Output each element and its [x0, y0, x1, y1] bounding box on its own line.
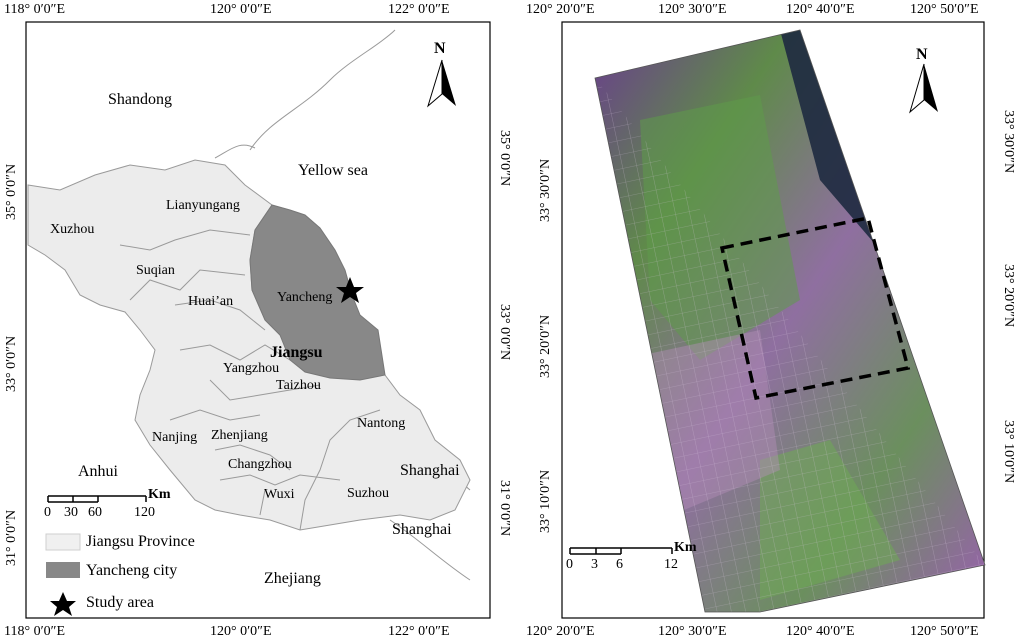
label-huaian: Huai’an [188, 294, 234, 309]
coastline [214, 29, 471, 581]
scale-tick-left-0: 0 [44, 505, 51, 520]
north-arrow-icon-right [909, 63, 938, 114]
label-suqian: Suqian [136, 263, 175, 278]
right-top-tick-4: 120° 50′0″E [910, 2, 979, 17]
label-changzhou: Changzhou [228, 457, 292, 472]
right-bottom-tick-3: 120° 40′0″E [786, 624, 855, 639]
right-right-tick-3: 33° 10′0″N [1001, 420, 1016, 484]
left-bottom-tick-2: 120° 0′0″E [210, 624, 272, 639]
scale-tick-right-12: 12 [664, 557, 678, 572]
right-top-tick-2: 120° 30′0″E [658, 2, 727, 17]
scale-unit-right: Km [674, 540, 697, 555]
left-top-tick-3: 122° 0′0″E [388, 2, 450, 17]
left-bottom-tick-3: 122° 0′0″E [388, 624, 450, 639]
right-right-tick-2: 33° 20′0″N [1001, 264, 1016, 328]
label-jiangsu: Jiangsu [270, 344, 323, 361]
north-arrow-icon-left [427, 59, 456, 108]
right-top-tick-1: 120° 20′0″E [526, 2, 595, 17]
legend-star-icon [50, 592, 76, 616]
label-zhenjiang: Zhenjiang [211, 428, 268, 443]
right-top-tick-3: 120° 40′0″E [786, 2, 855, 17]
left-left-tick-2: 33° 0′0″N [4, 335, 19, 392]
right-left-tick-2: 33° 20′0″N [538, 314, 553, 378]
scale-tick-left-60: 60 [88, 505, 102, 520]
left-left-tick-1: 35° 0′0″N [4, 163, 19, 220]
label-yangzhou: Yangzhou [223, 361, 280, 376]
legend-label-study-area: Study area [86, 594, 154, 611]
satellite-image [595, 30, 985, 612]
left-right-tick-3: 31° 0′0″N [497, 480, 512, 537]
north-label-right: N [916, 46, 928, 63]
right-bottom-tick-4: 120° 50′0″E [910, 624, 979, 639]
label-nantong: Nantong [357, 416, 406, 431]
scale-tick-left-30: 30 [64, 505, 78, 520]
scale-bar-left [47, 495, 147, 503]
right-left-tick-3: 33° 10′0″N [538, 469, 553, 533]
label-lianyungang: Lianyungang [166, 198, 240, 213]
label-zhejiang: Zhejiang [264, 570, 321, 587]
label-shanghai-2: Shanghai [392, 521, 452, 538]
left-right-tick-2: 33° 0′0″N [497, 304, 512, 361]
study-area-outline [719, 215, 911, 401]
right-right-tick-1: 33° 30′0″N [1001, 110, 1016, 174]
scale-tick-left-120: 120 [134, 505, 155, 520]
label-wuxi: Wuxi [264, 487, 295, 502]
north-label-left: N [434, 40, 446, 57]
left-top-tick-1: 118° 0′0″E [4, 2, 66, 17]
scale-tick-right-3: 3 [591, 557, 598, 572]
jiangsu-province-area [27, 159, 471, 531]
scale-bar-right [569, 547, 673, 555]
right-bottom-tick-2: 120° 30′0″E [658, 624, 727, 639]
label-shandong: Shandong [108, 91, 172, 108]
legend-label-yancheng: Yancheng city [86, 562, 178, 579]
label-shanghai-1: Shanghai [400, 462, 460, 479]
label-suzhou: Suzhou [347, 486, 389, 501]
right-left-tick-1: 33° 30′0″N [538, 158, 553, 222]
right-bottom-tick-1: 120° 20′0″E [526, 624, 595, 639]
label-taizhou: Taizhou [276, 378, 321, 393]
city-boundaries [119, 229, 381, 531]
yancheng-city-area [249, 204, 386, 381]
scale-tick-right-6: 6 [616, 557, 623, 572]
label-anhui: Anhui [78, 463, 118, 480]
left-right-tick-1: 35° 0′0″N [497, 130, 512, 187]
label-xuzhou: Xuzhou [50, 222, 95, 237]
study-area-star-icon [336, 277, 364, 303]
left-top-tick-2: 120° 0′0″E [210, 2, 272, 17]
legend-label-jiangsu: Jiangsu Province [86, 533, 195, 550]
scale-tick-right-0: 0 [566, 557, 573, 572]
left-left-tick-3: 31° 0′0″N [4, 509, 19, 566]
label-yellow-sea: Yellow sea [298, 162, 368, 179]
label-yancheng: Yancheng [277, 290, 333, 305]
legend-swatch-yancheng [46, 562, 80, 578]
label-nanjing: Nanjing [152, 430, 198, 445]
legend-swatch-jiangsu [45, 533, 81, 551]
left-bottom-tick-1: 118° 0′0″E [4, 624, 66, 639]
scale-unit-left: Km [148, 487, 171, 502]
